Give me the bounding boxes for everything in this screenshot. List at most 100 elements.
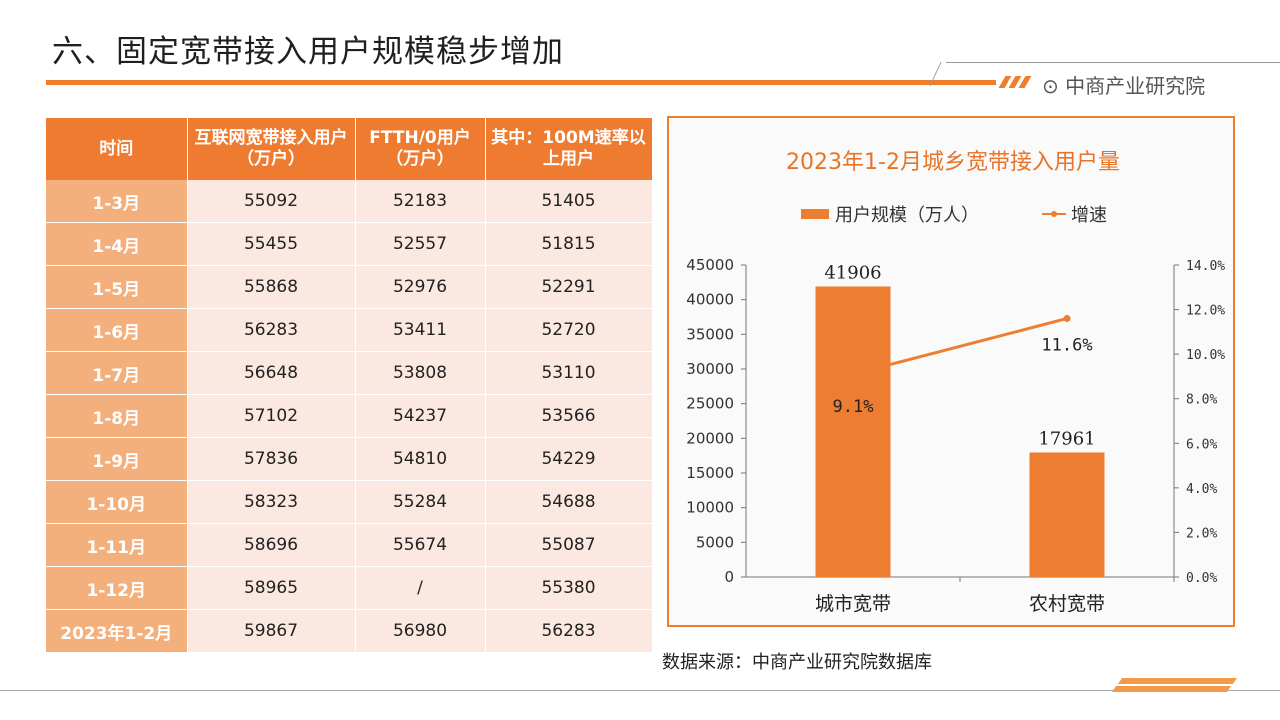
y-left-tick-label: 35000 xyxy=(686,325,734,343)
column-header-time: 时间 xyxy=(46,118,188,180)
y-right-tick-label: 0.0% xyxy=(1186,571,1217,586)
chart-title: 2023年1-2月城乡宽带接入用户量 xyxy=(786,150,1120,175)
value-cell: 55868 xyxy=(187,265,356,309)
y-left-tick-label: 40000 xyxy=(686,291,734,309)
y-left-tick-label: 15000 xyxy=(686,464,734,482)
value-cell: 54688 xyxy=(485,480,653,524)
value-cell: 55455 xyxy=(187,222,356,266)
bar-1 xyxy=(1029,452,1105,577)
value-cell: 55674 xyxy=(355,523,486,567)
value-cell: 52557 xyxy=(355,222,486,266)
table-row: 1-6月 56283 53411 52720 xyxy=(46,308,653,352)
page-title: 六、固定宽带接入用户规模稳步增加 xyxy=(52,34,564,70)
bar-value-label: 17961 xyxy=(1038,428,1095,449)
y-left-tick-label: 30000 xyxy=(686,360,734,378)
value-cell: 52183 xyxy=(355,180,486,223)
time-cell: 2023年1-2月 xyxy=(46,609,188,653)
y-left-tick-label: 5000 xyxy=(696,533,734,551)
growth-value-label: 9.1% xyxy=(833,397,874,417)
x-category-label: 城市宽带 xyxy=(815,593,891,615)
table-row: 1-8月 57102 54237 53566 xyxy=(46,394,653,438)
y-right-tick-label: 10.0% xyxy=(1186,348,1225,363)
y-right-tick-label: 12.0% xyxy=(1186,304,1225,319)
value-cell: 54810 xyxy=(355,437,486,481)
value-cell: 54229 xyxy=(485,437,653,481)
header-stripes-decoration xyxy=(998,76,1038,88)
value-cell: 52720 xyxy=(485,308,653,352)
time-cell: 1-10月 xyxy=(46,480,188,524)
time-cell: 1-11月 xyxy=(46,523,188,567)
value-cell: 56980 xyxy=(355,609,486,653)
y-left-tick-label: 10000 xyxy=(686,499,734,517)
table-row: 1-10月 58323 55284 54688 xyxy=(46,480,653,524)
value-cell: 57102 xyxy=(187,394,356,438)
column-header-ftth-users: FTTH/0用户（万户） xyxy=(355,118,486,180)
y-left-tick-label: 45000 xyxy=(686,256,734,274)
value-cell: 52291 xyxy=(485,265,653,309)
column-header-100m-users: 其中：100M速率以上用户 xyxy=(485,118,653,180)
time-cell: 1-6月 xyxy=(46,308,188,352)
value-cell: 58323 xyxy=(187,480,356,524)
growth-line xyxy=(852,317,1068,376)
value-cell: 51815 xyxy=(485,222,653,266)
value-cell: 56283 xyxy=(485,609,653,653)
column-header-internet-users: 互联网宽带接入用户（万户） xyxy=(187,118,356,180)
header-thin-line xyxy=(946,62,1280,63)
y-left-tick-label: 20000 xyxy=(686,429,734,447)
value-cell: 55284 xyxy=(355,480,486,524)
y-right-tick-label: 8.0% xyxy=(1186,393,1217,408)
table-row: 1-3月 55092 52183 51405 xyxy=(46,180,653,223)
y-right-tick-label: 4.0% xyxy=(1186,482,1217,497)
value-cell: 53566 xyxy=(485,394,653,438)
y-right-tick-label: 2.0% xyxy=(1186,526,1217,541)
bar-value-label: 41906 xyxy=(824,262,881,283)
value-cell: 55380 xyxy=(485,566,653,610)
value-cell: 53411 xyxy=(355,308,486,352)
legend-line-label: 增速 xyxy=(1071,205,1107,226)
footer-decoration xyxy=(1110,676,1240,696)
logo-text: 中商产业研究院 xyxy=(1065,74,1206,98)
logo: ⊙ 中商产业研究院 xyxy=(1042,70,1205,99)
time-cell: 1-12月 xyxy=(46,566,188,610)
header-underline xyxy=(46,80,996,85)
time-cell: 1-3月 xyxy=(46,180,188,223)
logo-icon: ⊙ xyxy=(1042,74,1059,98)
time-cell: 1-7月 xyxy=(46,351,188,395)
growth-value-label: 11.6% xyxy=(1041,335,1092,355)
value-cell: 57836 xyxy=(187,437,356,481)
table-row: 1-12月 58965/55380 xyxy=(46,566,653,610)
value-cell: 55092 xyxy=(187,180,356,223)
table-row: 1-4月 55455 52557 51815 xyxy=(46,222,653,266)
value-cell: 56648 xyxy=(187,351,356,395)
table-row: 1-9月 57836 54810 54229 xyxy=(46,437,653,481)
time-cell: 1-8月 xyxy=(46,394,188,438)
time-cell: 1-5月 xyxy=(46,265,188,309)
x-category-label: 农村宽带 xyxy=(1029,593,1105,615)
value-cell: 53110 xyxy=(485,351,653,395)
value-cell: 51405 xyxy=(485,180,653,223)
table-header-row: 时间 互联网宽带接入用户（万户） FTTH/0用户（万户） 其中：100M速率以… xyxy=(46,118,653,180)
value-cell: 53808 xyxy=(355,351,486,395)
y-left-tick-label: 0 xyxy=(724,568,734,586)
table-body: 1-3月 55092 52183 51405 1-4月 55455 52557 51815 1-… xyxy=(46,180,653,653)
footer-line xyxy=(0,690,1280,691)
table-row: 1-7月 56648 53808 53110 xyxy=(46,351,653,395)
value-cell: 52976 xyxy=(355,265,486,309)
value-cell: 54237 xyxy=(355,394,486,438)
time-cell: 1-9月 xyxy=(46,437,188,481)
y-right-tick-label: 6.0% xyxy=(1186,437,1217,452)
table-row: 1-5月 55868 52976 52291 xyxy=(46,265,653,309)
legend-line-marker xyxy=(1051,211,1057,217)
value-cell: 58696 xyxy=(187,523,356,567)
value-cell: 55087 xyxy=(485,523,653,567)
y-left-tick-label: 25000 xyxy=(686,395,734,413)
value-cell: / xyxy=(355,566,486,610)
value-cell: 58965 xyxy=(187,566,356,610)
chart-panel: 2023年1-2月城乡宽带接入用户量用户规模（万人） 增速 0 5000 10000 15… xyxy=(667,116,1235,627)
value-cell: 56283 xyxy=(187,308,356,352)
time-cell: 1-4月 xyxy=(46,222,188,266)
value-cell: 59867 xyxy=(187,609,356,653)
legend-bar-label: 用户规模（万人） xyxy=(835,205,979,226)
growth-point-0 xyxy=(849,370,857,378)
